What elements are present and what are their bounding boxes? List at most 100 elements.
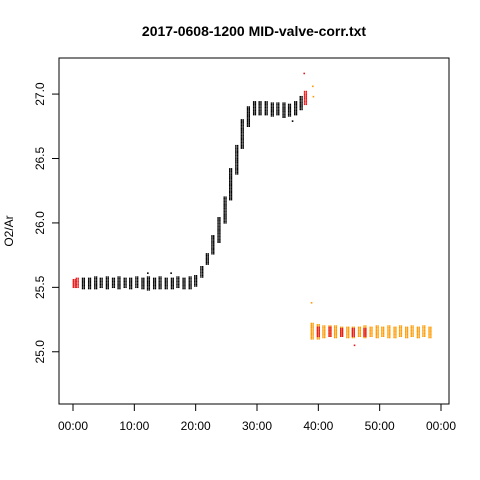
data-point [242, 141, 244, 144]
data-point [412, 329, 414, 332]
data-point [369, 329, 371, 331]
data-point [412, 332, 414, 335]
data-point [236, 160, 239, 162]
data-point [184, 286, 186, 288]
data-point [219, 219, 221, 222]
data-point [235, 166, 237, 168]
data-point [200, 271, 202, 274]
data-point [178, 283, 180, 286]
data-point [94, 277, 96, 280]
data-point [223, 206, 225, 208]
data-point [229, 194, 231, 197]
data-point [125, 283, 127, 286]
data-point [377, 333, 379, 336]
data-point [107, 282, 109, 284]
data-point [230, 168, 233, 170]
data-point [154, 282, 157, 284]
data-point [371, 335, 373, 338]
data-point [95, 283, 98, 285]
data-point [430, 335, 432, 337]
data-point [294, 106, 296, 109]
data-point [270, 103, 273, 106]
data-point [176, 279, 178, 281]
data-point [143, 287, 145, 290]
data-point [87, 279, 90, 281]
data-point [353, 336, 355, 339]
data-point [428, 331, 430, 333]
data-point [305, 92, 308, 94]
data-point [166, 277, 168, 280]
data-point [77, 282, 79, 284]
data-point [289, 110, 292, 113]
data-point [113, 279, 116, 281]
data-point [330, 325, 332, 327]
x-tick-label: 00:00 [58, 419, 88, 433]
data-point [270, 112, 273, 114]
data-point [316, 335, 319, 338]
data-point [377, 328, 379, 330]
data-point [223, 205, 225, 207]
data-point [254, 103, 257, 106]
data-point [141, 286, 143, 288]
data-point [287, 103, 290, 106]
data-point [242, 129, 244, 131]
data-point [219, 217, 221, 219]
data-point [295, 112, 298, 114]
data-point [225, 212, 227, 214]
data-point [229, 177, 231, 180]
data-point [240, 136, 243, 138]
data-point [202, 273, 204, 275]
data-point [89, 282, 92, 284]
data-point [264, 102, 266, 104]
data-point [270, 105, 273, 107]
data-point [229, 182, 231, 184]
data-point [117, 283, 119, 285]
data-point [81, 284, 84, 287]
data-point [87, 282, 90, 284]
data-point [188, 286, 190, 288]
data-point [430, 332, 432, 334]
data-point [395, 333, 397, 336]
data-point [412, 328, 414, 330]
data-point [347, 336, 350, 339]
data-point [105, 287, 108, 290]
data-point [72, 285, 75, 287]
data-point [184, 283, 186, 285]
data-point [430, 333, 432, 336]
data-point [242, 123, 244, 125]
data-point [119, 283, 121, 285]
data-point [340, 330, 342, 332]
data-point [146, 289, 149, 291]
data-point [129, 282, 131, 284]
data-point [282, 103, 284, 106]
data-point [278, 112, 280, 114]
data-point [95, 286, 98, 288]
data-point [330, 331, 332, 333]
data-point [223, 209, 225, 211]
data-point [363, 326, 365, 329]
data-point [146, 277, 149, 280]
data-point [405, 333, 407, 336]
data-point [194, 282, 196, 284]
data-point [164, 287, 167, 290]
data-point [318, 326, 320, 328]
data-point [188, 285, 190, 287]
data-point [310, 322, 312, 325]
data-point [101, 282, 103, 284]
data-point [72, 281, 75, 283]
data-point [158, 287, 160, 290]
data-point [406, 332, 409, 334]
data-point [377, 335, 379, 337]
data-point [303, 99, 306, 101]
data-point [295, 106, 298, 109]
data-point [330, 326, 332, 328]
data-point [351, 329, 354, 331]
data-point [295, 102, 298, 104]
data-point [117, 286, 119, 288]
data-point [207, 257, 209, 259]
data-point [87, 284, 90, 287]
data-point [242, 134, 244, 137]
data-point [205, 259, 208, 261]
data-point [152, 280, 155, 282]
data-point [83, 287, 86, 290]
